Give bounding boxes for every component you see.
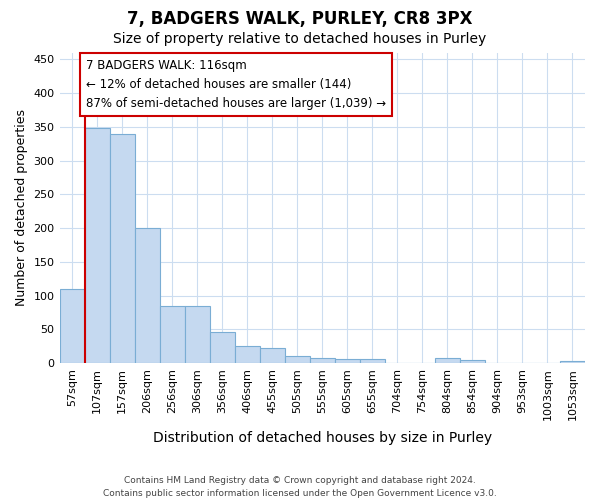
Bar — [360, 359, 385, 364]
X-axis label: Distribution of detached houses by size in Purley: Distribution of detached houses by size … — [153, 431, 492, 445]
Bar — [510, 362, 535, 364]
Bar — [385, 362, 410, 364]
Y-axis label: Number of detached properties: Number of detached properties — [15, 110, 28, 306]
Text: 7 BADGERS WALK: 116sqm
← 12% of detached houses are smaller (144)
87% of semi-de: 7 BADGERS WALK: 116sqm ← 12% of detached… — [86, 60, 386, 110]
Text: Contains HM Land Registry data © Crown copyright and database right 2024.
Contai: Contains HM Land Registry data © Crown c… — [103, 476, 497, 498]
Bar — [410, 362, 435, 364]
Bar — [134, 228, 160, 364]
Bar — [435, 358, 460, 364]
Bar — [485, 362, 510, 364]
Bar — [59, 289, 85, 364]
Bar — [85, 128, 110, 364]
Bar — [535, 362, 560, 364]
Bar — [335, 359, 360, 364]
Bar — [310, 358, 335, 364]
Bar — [560, 362, 585, 364]
Bar — [460, 360, 485, 364]
Bar — [110, 134, 134, 364]
Bar — [235, 346, 260, 364]
Bar — [209, 332, 235, 364]
Text: 7, BADGERS WALK, PURLEY, CR8 3PX: 7, BADGERS WALK, PURLEY, CR8 3PX — [127, 10, 473, 28]
Bar — [185, 306, 209, 364]
Bar — [260, 348, 285, 364]
Text: Size of property relative to detached houses in Purley: Size of property relative to detached ho… — [113, 32, 487, 46]
Bar — [285, 356, 310, 364]
Bar — [160, 306, 185, 364]
